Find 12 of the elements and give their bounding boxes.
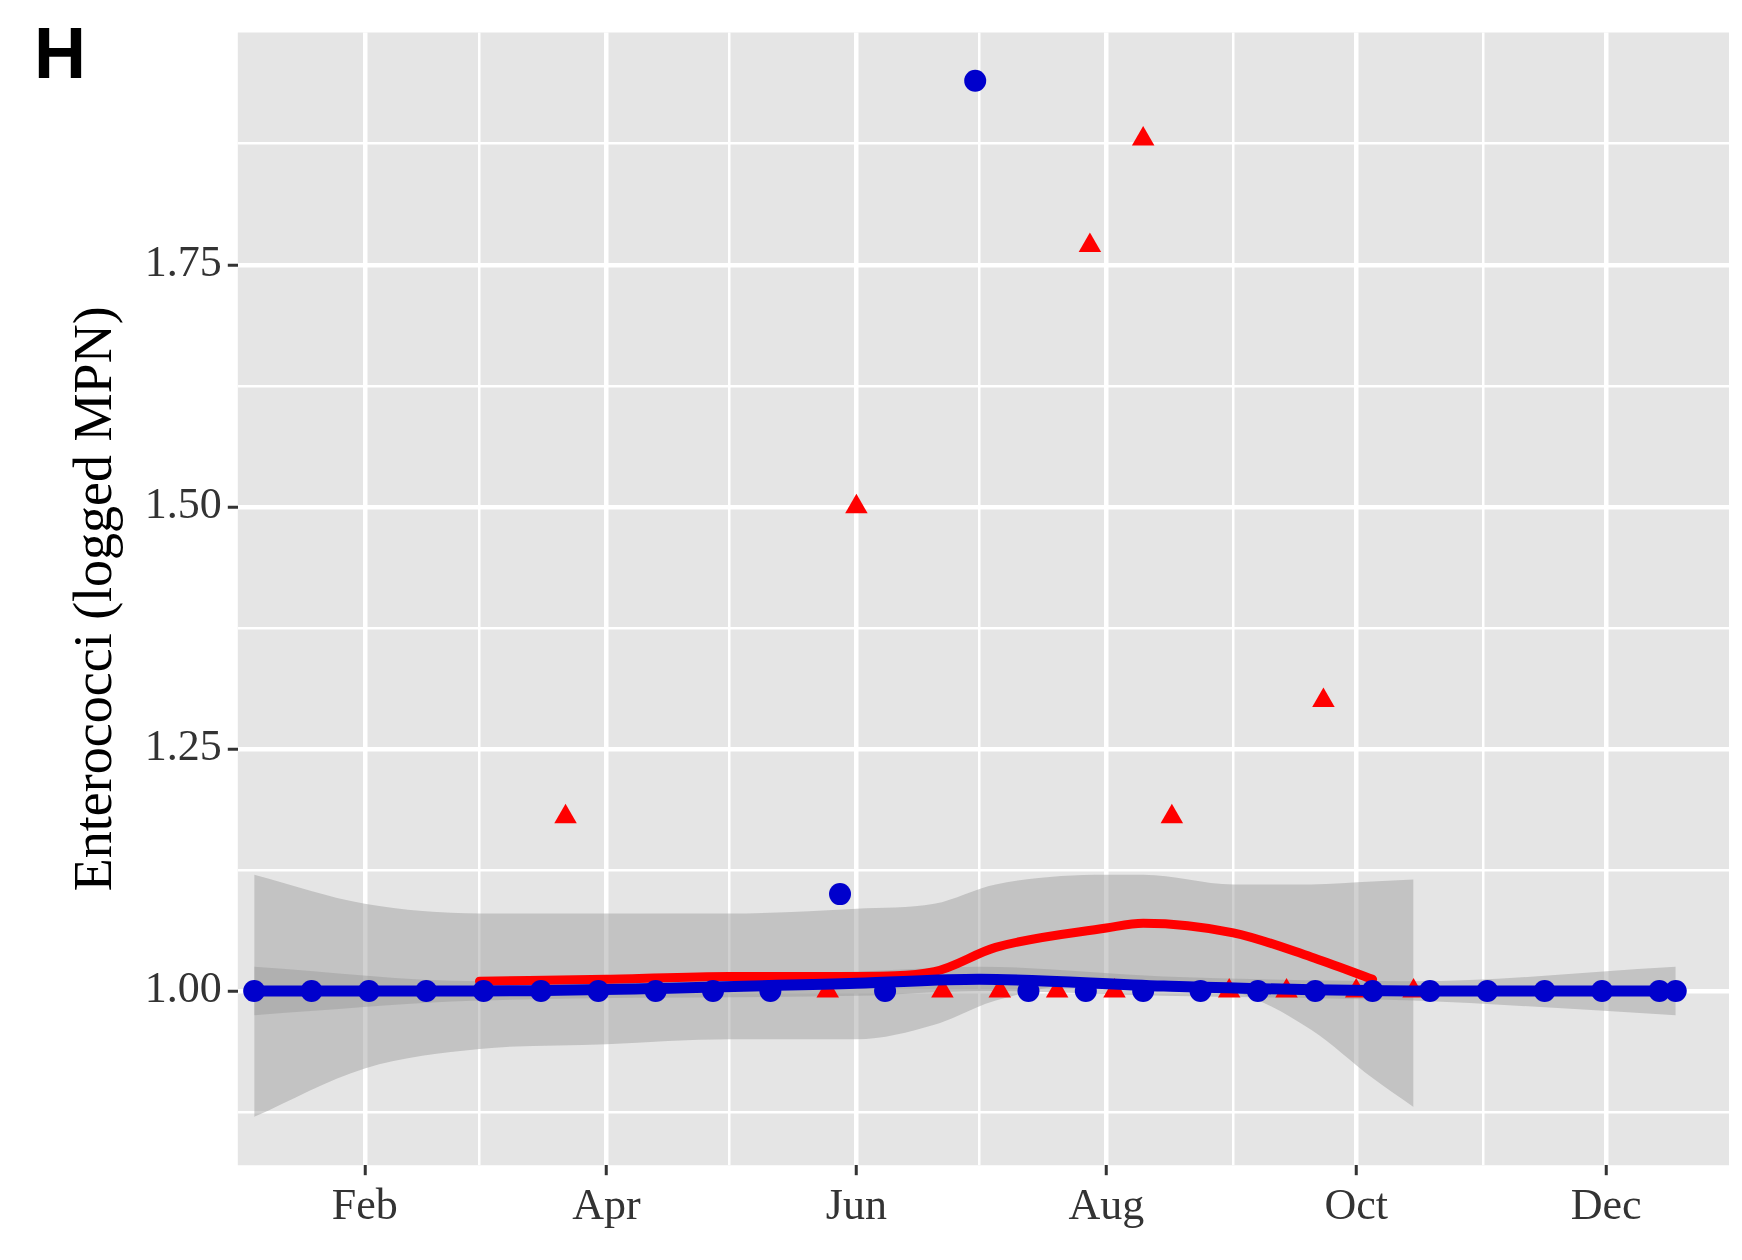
x-tick-label: Jun — [825, 1180, 887, 1230]
x-tick-label: Apr — [572, 1180, 642, 1230]
x-tick-label: Oct — [1324, 1180, 1388, 1230]
x-tick-label: Dec — [1570, 1180, 1642, 1230]
x-tick-label: Feb — [331, 1180, 398, 1230]
y-axis-title: Enterococci (logged MPN) — [62, 306, 123, 892]
y-tick-label: 1.50 — [144, 479, 222, 529]
chart-title: H — [34, 12, 86, 94]
y-tick-label: 1.25 — [144, 721, 222, 771]
y-tick-label: 1.00 — [144, 963, 222, 1013]
y-tick-label: 1.75 — [144, 237, 222, 287]
x-tick-label: Aug — [1068, 1180, 1145, 1230]
